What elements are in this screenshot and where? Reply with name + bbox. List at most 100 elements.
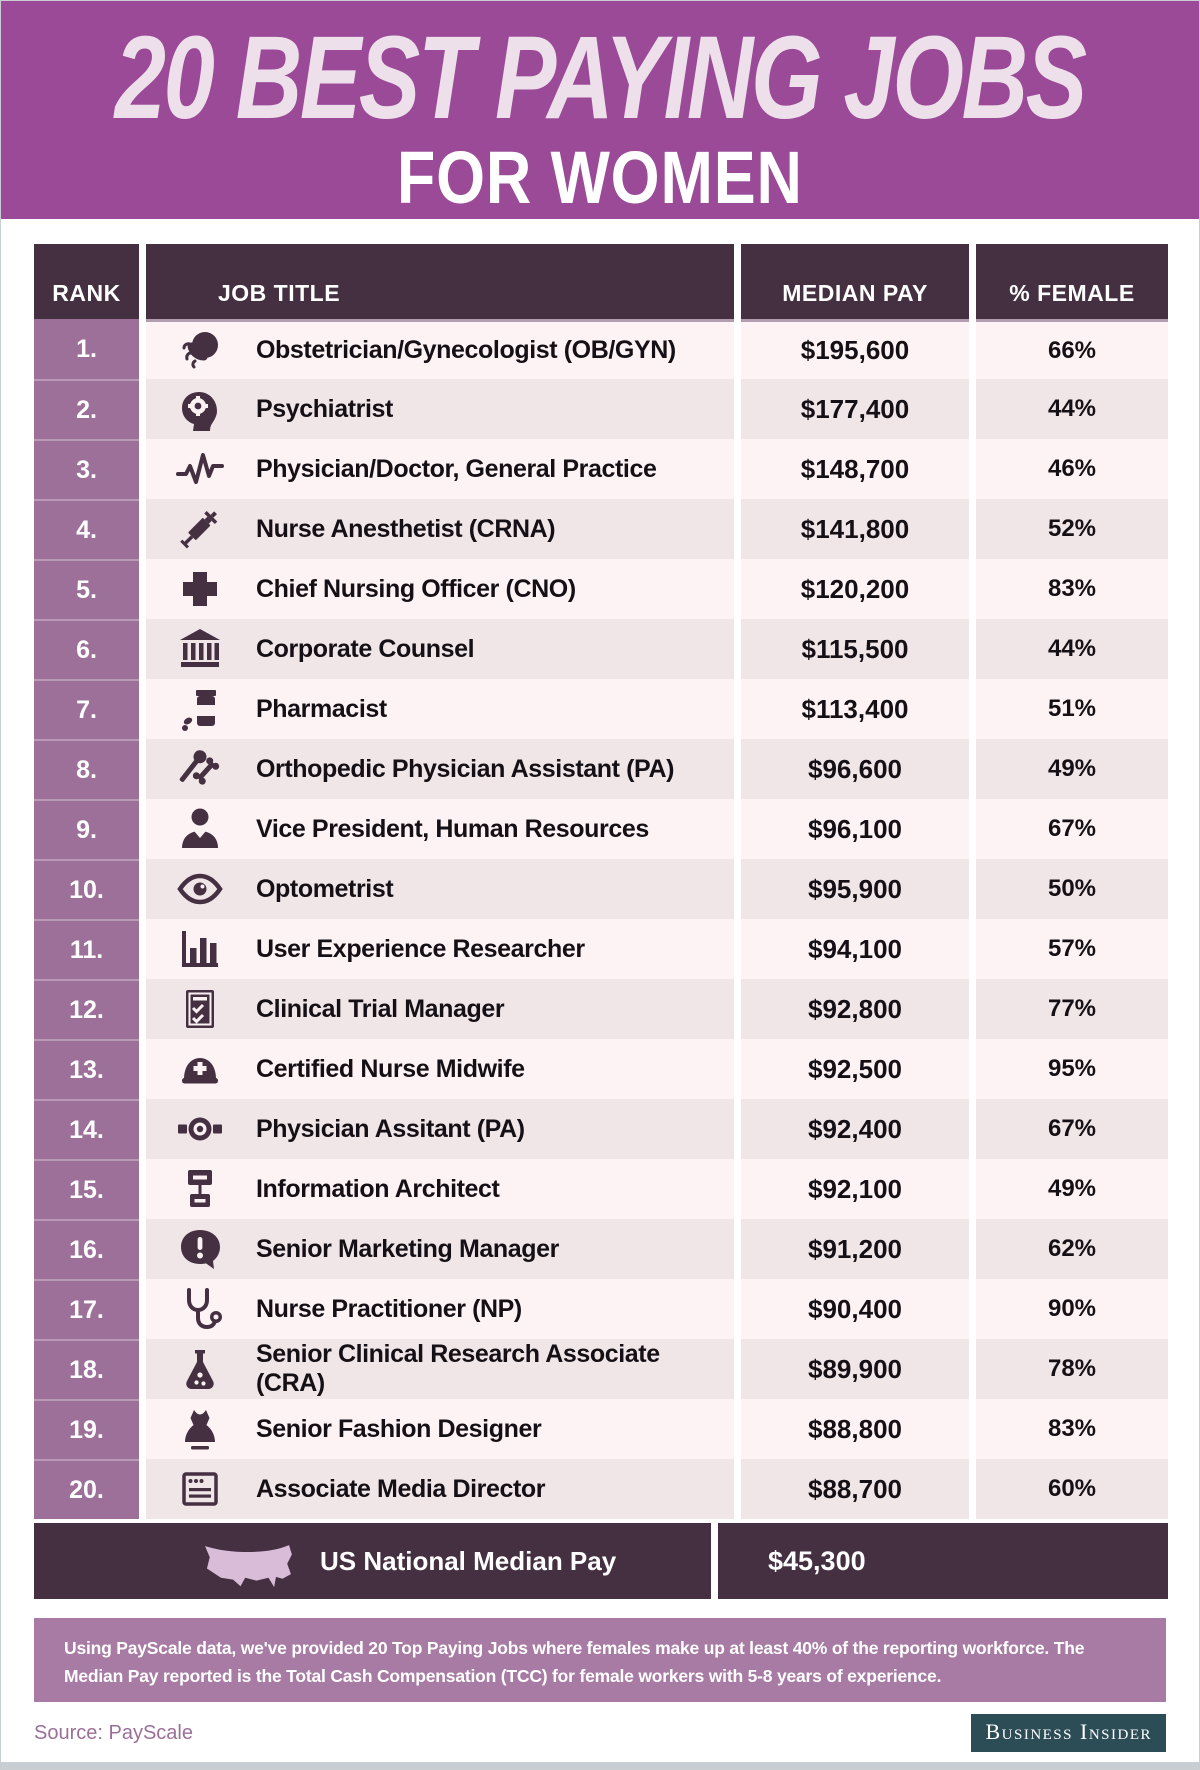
percent-female-cell: 44%: [976, 619, 1168, 679]
table-row: 18. Senior Clinical Research Associate (…: [34, 1339, 1168, 1399]
median-pay-cell: $96,600: [741, 739, 969, 799]
rank-cell: 6.: [34, 619, 139, 679]
table-row: 5. Chief Nursing Officer (CNO) $120,200 …: [34, 559, 1168, 619]
job-cell: Physician/Doctor, General Practice: [146, 439, 734, 499]
rank-cell: 7.: [34, 679, 139, 739]
job-cell: Clinical Trial Manager: [146, 979, 734, 1039]
table-row: 10. Optometrist $95,900 50%: [34, 859, 1168, 919]
job-cell: Information Architect: [146, 1159, 734, 1219]
bar-chart-icon: [174, 923, 226, 975]
courthouse-icon: [174, 623, 226, 675]
table-header-row: RANK JOB TITLE MEDIAN PAY % FEMALE: [34, 244, 1168, 319]
percent-female-cell: 51%: [976, 679, 1168, 739]
job-title-label: Information Architect: [256, 1174, 500, 1203]
median-pay-cell: $89,900: [741, 1339, 969, 1399]
job-cell: User Experience Researcher: [146, 919, 734, 979]
column-header-job-title: JOB TITLE: [146, 244, 734, 319]
percent-female-cell: 49%: [976, 1159, 1168, 1219]
rank-cell: 1.: [34, 319, 139, 379]
table-row: 12. Clinical Trial Manager $92,800 77%: [34, 979, 1168, 1039]
rank-cell: 9.: [34, 799, 139, 859]
median-pay-cell: $88,700: [741, 1459, 969, 1519]
median-pay-cell: $90,400: [741, 1279, 969, 1339]
table-row: 17. Nurse Practitioner (NP) $90,400 90%: [34, 1279, 1168, 1339]
table-row: 19. Senior Fashion Designer $88,800 83%: [34, 1399, 1168, 1459]
job-cell: Certified Nurse Midwife: [146, 1039, 734, 1099]
page-title: 20 BEST PAYING JOBS: [115, 12, 1087, 144]
percent-female-cell: 95%: [976, 1039, 1168, 1099]
median-pay-cell: $92,100: [741, 1159, 969, 1219]
media-window-icon: [174, 1463, 226, 1515]
percent-female-cell: 83%: [976, 1399, 1168, 1459]
rank-cell: 3.: [34, 439, 139, 499]
median-pay-cell: $92,800: [741, 979, 969, 1039]
us-map-icon: [202, 1532, 294, 1590]
job-cell: Corporate Counsel: [146, 619, 734, 679]
nurse-cap-icon: [174, 1043, 226, 1095]
national-median-label: US National Median Pay: [320, 1545, 617, 1576]
median-pay-cell: $95,900: [741, 859, 969, 919]
table-row: 14. Physician Assitant (PA) $92,400 67%: [34, 1099, 1168, 1159]
methodology-note: Using PayScale data, we've provided 20 T…: [34, 1618, 1166, 1702]
rank-cell: 4.: [34, 499, 139, 559]
job-cell: Vice President, Human Resources: [146, 799, 734, 859]
speech-bubble-exclaim-icon: [174, 1223, 226, 1275]
job-cell: Nurse Practitioner (NP): [146, 1279, 734, 1339]
table-row: 8. Orthopedic Physician Assistant (PA) $…: [34, 739, 1168, 799]
job-title-label: Senior Fashion Designer: [256, 1414, 542, 1443]
percent-female-cell: 46%: [976, 439, 1168, 499]
table-row: 11. User Experience Researcher $94,100 5…: [34, 919, 1168, 979]
percent-female-cell: 78%: [976, 1339, 1168, 1399]
job-cell: Senior Clinical Research Associate (CRA): [146, 1339, 734, 1399]
footer-bar: Source: PayScale Business Insider: [34, 1702, 1166, 1764]
business-insider-logo: Business Insider: [971, 1714, 1166, 1752]
job-title-label: Certified Nurse Midwife: [256, 1054, 525, 1083]
national-median-pay: $45,300: [718, 1523, 1168, 1599]
column-header-median-pay: MEDIAN PAY: [741, 244, 969, 319]
bottom-strip: [1, 1762, 1199, 1769]
median-pay-cell: $94,100: [741, 919, 969, 979]
rank-cell: 20.: [34, 1459, 139, 1519]
percent-female-cell: 49%: [976, 739, 1168, 799]
rank-cell: 16.: [34, 1219, 139, 1279]
job-title-label: Senior Marketing Manager: [256, 1234, 559, 1263]
job-title-label: Senior Clinical Research Associate (CRA): [256, 1340, 660, 1397]
percent-female-cell: 66%: [976, 319, 1168, 379]
median-pay-cell: $88,800: [741, 1399, 969, 1459]
median-pay-cell: $195,600: [741, 319, 969, 379]
percent-female-cell: 50%: [976, 859, 1168, 919]
job-cell: Pharmacist: [146, 679, 734, 739]
heartbeat-icon: [174, 443, 226, 495]
median-pay-cell: $177,400: [741, 379, 969, 439]
syringe-icon: [174, 503, 226, 555]
percent-female-cell: 67%: [976, 1099, 1168, 1159]
job-title-label: User Experience Researcher: [256, 934, 585, 963]
median-pay-cell: $92,500: [741, 1039, 969, 1099]
job-cell: Senior Fashion Designer: [146, 1399, 734, 1459]
table-row: 7. Pharmacist $113,400 51%: [34, 679, 1168, 739]
rank-cell: 2.: [34, 379, 139, 439]
median-pay-cell: $120,200: [741, 559, 969, 619]
rank-cell: 19.: [34, 1399, 139, 1459]
median-pay-cell: $96,100: [741, 799, 969, 859]
job-title-label: Optometrist: [256, 874, 394, 903]
rank-cell: 15.: [34, 1159, 139, 1219]
job-title-label: Associate Media Director: [256, 1474, 546, 1503]
job-title-label: Chief Nursing Officer (CNO): [256, 574, 576, 603]
table-body: 1. Obstetrician/Gynecologist (OB/GYN) $1…: [34, 319, 1168, 1519]
table-row: 13. Certified Nurse Midwife $92,500 95%: [34, 1039, 1168, 1099]
rank-cell: 14.: [34, 1099, 139, 1159]
job-title-label: Physician/Doctor, General Practice: [256, 454, 657, 483]
rank-cell: 17.: [34, 1279, 139, 1339]
percent-female-cell: 60%: [976, 1459, 1168, 1519]
job-title-label: Nurse Anesthetist (CRNA): [256, 514, 556, 543]
fetus-icon: [174, 325, 226, 377]
table-row: 1. Obstetrician/Gynecologist (OB/GYN) $1…: [34, 319, 1168, 379]
job-title-label: Orthopedic Physician Assistant (PA): [256, 754, 675, 783]
job-title-label: Psychiatrist: [256, 394, 393, 423]
job-cell: Associate Media Director: [146, 1459, 734, 1519]
table-row: 20. Associate Media Director $88,700 60%: [34, 1459, 1168, 1519]
medical-cross-icon: [174, 563, 226, 615]
table-footer-row: US National Median Pay $45,300: [34, 1523, 1168, 1599]
